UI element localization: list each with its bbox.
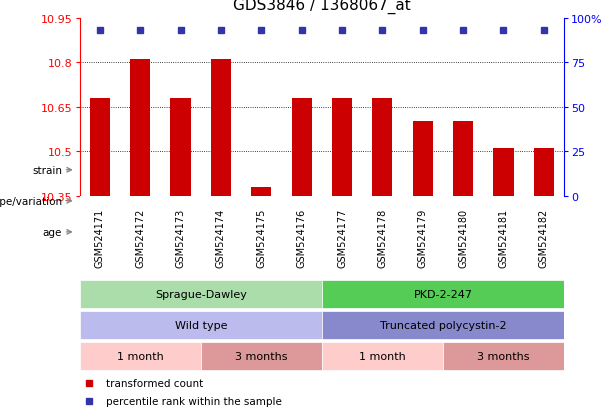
Bar (80, 311, 322, 339)
Text: GSM524174: GSM524174 (216, 209, 226, 268)
Text: GSM524176: GSM524176 (297, 209, 306, 268)
Text: Wild type: Wild type (175, 320, 227, 330)
Text: GSM524175: GSM524175 (256, 209, 266, 268)
Text: strain: strain (32, 165, 62, 176)
Text: 3 months: 3 months (235, 351, 287, 361)
Text: GSM524180: GSM524180 (458, 209, 468, 268)
Bar (443, 342, 564, 370)
Text: Sprague-Dawley: Sprague-Dawley (155, 289, 246, 299)
Text: transformed count: transformed count (106, 378, 204, 388)
Title: GDS3846 / 1368067_at: GDS3846 / 1368067_at (233, 0, 411, 14)
Text: 3 months: 3 months (477, 351, 530, 361)
Bar (413, 122, 433, 196)
Text: GSM524171: GSM524171 (95, 209, 105, 268)
Text: PKD-2-247: PKD-2-247 (413, 289, 473, 299)
Text: 1 month: 1 month (117, 351, 164, 361)
Text: GSM524173: GSM524173 (175, 209, 186, 268)
Bar (251, 187, 272, 196)
Text: genotype/variation: genotype/variation (0, 196, 62, 206)
Text: GSM524182: GSM524182 (539, 209, 549, 268)
Text: GSM524179: GSM524179 (417, 209, 428, 268)
Text: 1 month: 1 month (359, 351, 406, 361)
Bar (453, 122, 473, 196)
Bar (80, 342, 201, 370)
Bar (201, 342, 322, 370)
Bar (170, 98, 191, 196)
Bar (211, 60, 231, 196)
Text: percentile rank within the sample: percentile rank within the sample (106, 396, 282, 406)
Text: GSM524172: GSM524172 (135, 209, 145, 268)
Bar (332, 98, 352, 196)
Bar (89, 98, 110, 196)
Text: GSM524181: GSM524181 (498, 209, 508, 268)
Bar (493, 149, 514, 196)
Bar (322, 280, 564, 308)
Bar (372, 98, 392, 196)
Text: GSM524177: GSM524177 (337, 209, 347, 268)
Text: GSM524178: GSM524178 (378, 209, 387, 268)
Bar (534, 149, 554, 196)
Bar (292, 98, 312, 196)
Bar (130, 60, 150, 196)
Bar (322, 311, 564, 339)
Text: Truncated polycystin-2: Truncated polycystin-2 (379, 320, 506, 330)
Bar (322, 342, 443, 370)
Text: age: age (43, 227, 62, 237)
Bar (80, 280, 322, 308)
